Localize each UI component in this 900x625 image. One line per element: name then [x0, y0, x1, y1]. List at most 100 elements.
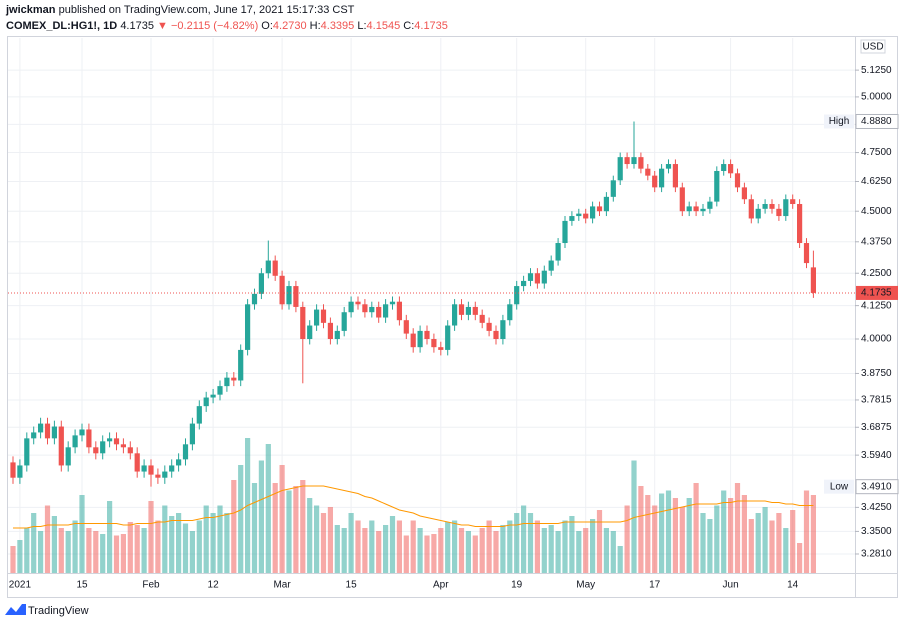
volume-bar [238, 465, 244, 573]
candle-body [486, 322, 492, 331]
volume-bar [810, 495, 816, 573]
candle-body [176, 459, 182, 466]
volume-ma [13, 485, 814, 529]
volume-bar [51, 516, 57, 573]
candle-body [148, 465, 154, 475]
y-tick-label: 5.1250 [861, 65, 892, 76]
candle-body [417, 330, 423, 348]
volume-bar [638, 486, 644, 573]
volume-bar [541, 528, 547, 573]
candle-body [707, 201, 713, 209]
candle-body [583, 213, 589, 219]
volume-bar [803, 490, 810, 573]
candle-body [79, 429, 85, 436]
volume-bar [38, 531, 44, 573]
l-value: 4.1545 [366, 20, 401, 32]
candle-body [300, 306, 306, 340]
volume-bar [610, 531, 616, 573]
candle-body [251, 293, 258, 305]
volume-bar [258, 460, 264, 573]
candle-body [141, 465, 147, 472]
volume-bar [107, 501, 113, 573]
volume-bar [686, 498, 692, 573]
volume-bar [286, 490, 292, 573]
candle-body [596, 206, 603, 212]
volume-bar [93, 531, 99, 573]
candle-body [224, 377, 230, 387]
currency-box [860, 39, 886, 54]
labels: 5.12505.00004.87504.75004.62504.50004.37… [9, 65, 899, 591]
candle-body [603, 196, 609, 212]
candle-body [348, 301, 354, 313]
volume-bar [417, 528, 423, 573]
volume-bar [17, 540, 23, 573]
symbol-line: COMEX_DL:HG1!, 1D 4.1735 ▼ −0.2115 (−4.8… [6, 18, 448, 34]
candle-body [286, 286, 292, 305]
volume-bar [314, 505, 320, 573]
candle-body [617, 157, 623, 181]
candle-body [272, 260, 278, 276]
volume-bar [672, 498, 678, 573]
candle-body [728, 164, 734, 174]
candle-body [755, 208, 761, 219]
candle-body [541, 270, 547, 284]
volume-bar [431, 534, 437, 573]
candle-body [17, 465, 23, 478]
volume-bar [493, 531, 499, 573]
candle-body [458, 304, 465, 315]
volume-bar [120, 534, 126, 573]
volume-bar [224, 513, 230, 573]
candle-body [120, 444, 126, 448]
candle-body [334, 330, 340, 340]
volume-bar [272, 483, 278, 573]
candle-body [93, 447, 99, 454]
candle-body [624, 157, 630, 165]
x-tick-label: 12 [208, 580, 220, 591]
candle-body [527, 273, 534, 281]
candle-body [231, 377, 237, 381]
candle-body [31, 432, 37, 439]
candle-body [762, 204, 768, 209]
volume-bar [162, 505, 168, 573]
candle-body [472, 306, 478, 315]
currency: USD [862, 42, 883, 53]
volume-bar [113, 535, 120, 573]
volume-bar [783, 528, 789, 573]
y-tick-label: 4.0000 [861, 334, 892, 345]
x-tick-label: 2021 [9, 580, 32, 591]
volume-bar [576, 531, 582, 573]
c-label: C: [403, 20, 415, 32]
volume-bar [210, 513, 216, 573]
low-name-box [824, 479, 854, 494]
candle-body [134, 453, 140, 472]
candle-body [431, 339, 437, 348]
candle-body [217, 386, 223, 395]
volume-bar [707, 519, 713, 573]
low-value: 3.4910 [861, 481, 892, 492]
volume-bar [396, 520, 402, 573]
volume-bar [100, 534, 106, 573]
candle-body [424, 330, 430, 340]
h-label: H: [309, 20, 321, 32]
volume-bar [279, 465, 285, 573]
low-name: Low [830, 481, 849, 492]
candle-body [638, 157, 644, 169]
candle-body [189, 423, 195, 445]
volume-bar [458, 528, 465, 573]
y-tick-label: 4.6250 [861, 176, 892, 187]
volume-bar [182, 523, 189, 573]
candle-body [679, 187, 685, 212]
published: published on TradingView.com, June 17, 2… [58, 4, 355, 16]
y-tick-label: 3.7815 [861, 395, 892, 406]
high-name: High [829, 116, 850, 127]
y-tick-label: 3.8750 [861, 368, 892, 379]
volume-bar [762, 507, 768, 573]
candle-body [238, 349, 244, 381]
y-tick-label: 3.2810 [861, 549, 892, 560]
volume-bar [31, 513, 37, 573]
volume-bar [10, 546, 16, 573]
y-tick-label: 3.4250 [861, 502, 892, 513]
candle-body [783, 199, 789, 217]
candle-body [521, 280, 527, 287]
y-tick-label: 3.6875 [861, 422, 892, 433]
